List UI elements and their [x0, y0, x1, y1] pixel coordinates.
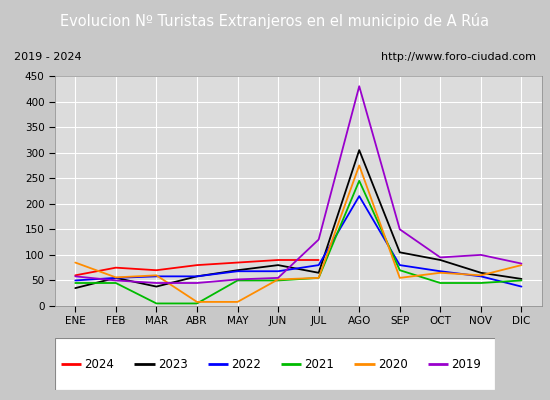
Text: 2019 - 2024: 2019 - 2024	[14, 52, 81, 62]
Text: 2019: 2019	[451, 358, 481, 370]
Text: 2024: 2024	[84, 358, 114, 370]
Text: 2021: 2021	[304, 358, 334, 370]
Text: http://www.foro-ciudad.com: http://www.foro-ciudad.com	[381, 52, 536, 62]
Text: 2023: 2023	[158, 358, 188, 370]
Text: 2022: 2022	[231, 358, 261, 370]
Text: Evolucion Nº Turistas Extranjeros en el municipio de A Rúa: Evolucion Nº Turistas Extranjeros en el …	[60, 13, 490, 29]
Text: 2020: 2020	[378, 358, 408, 370]
